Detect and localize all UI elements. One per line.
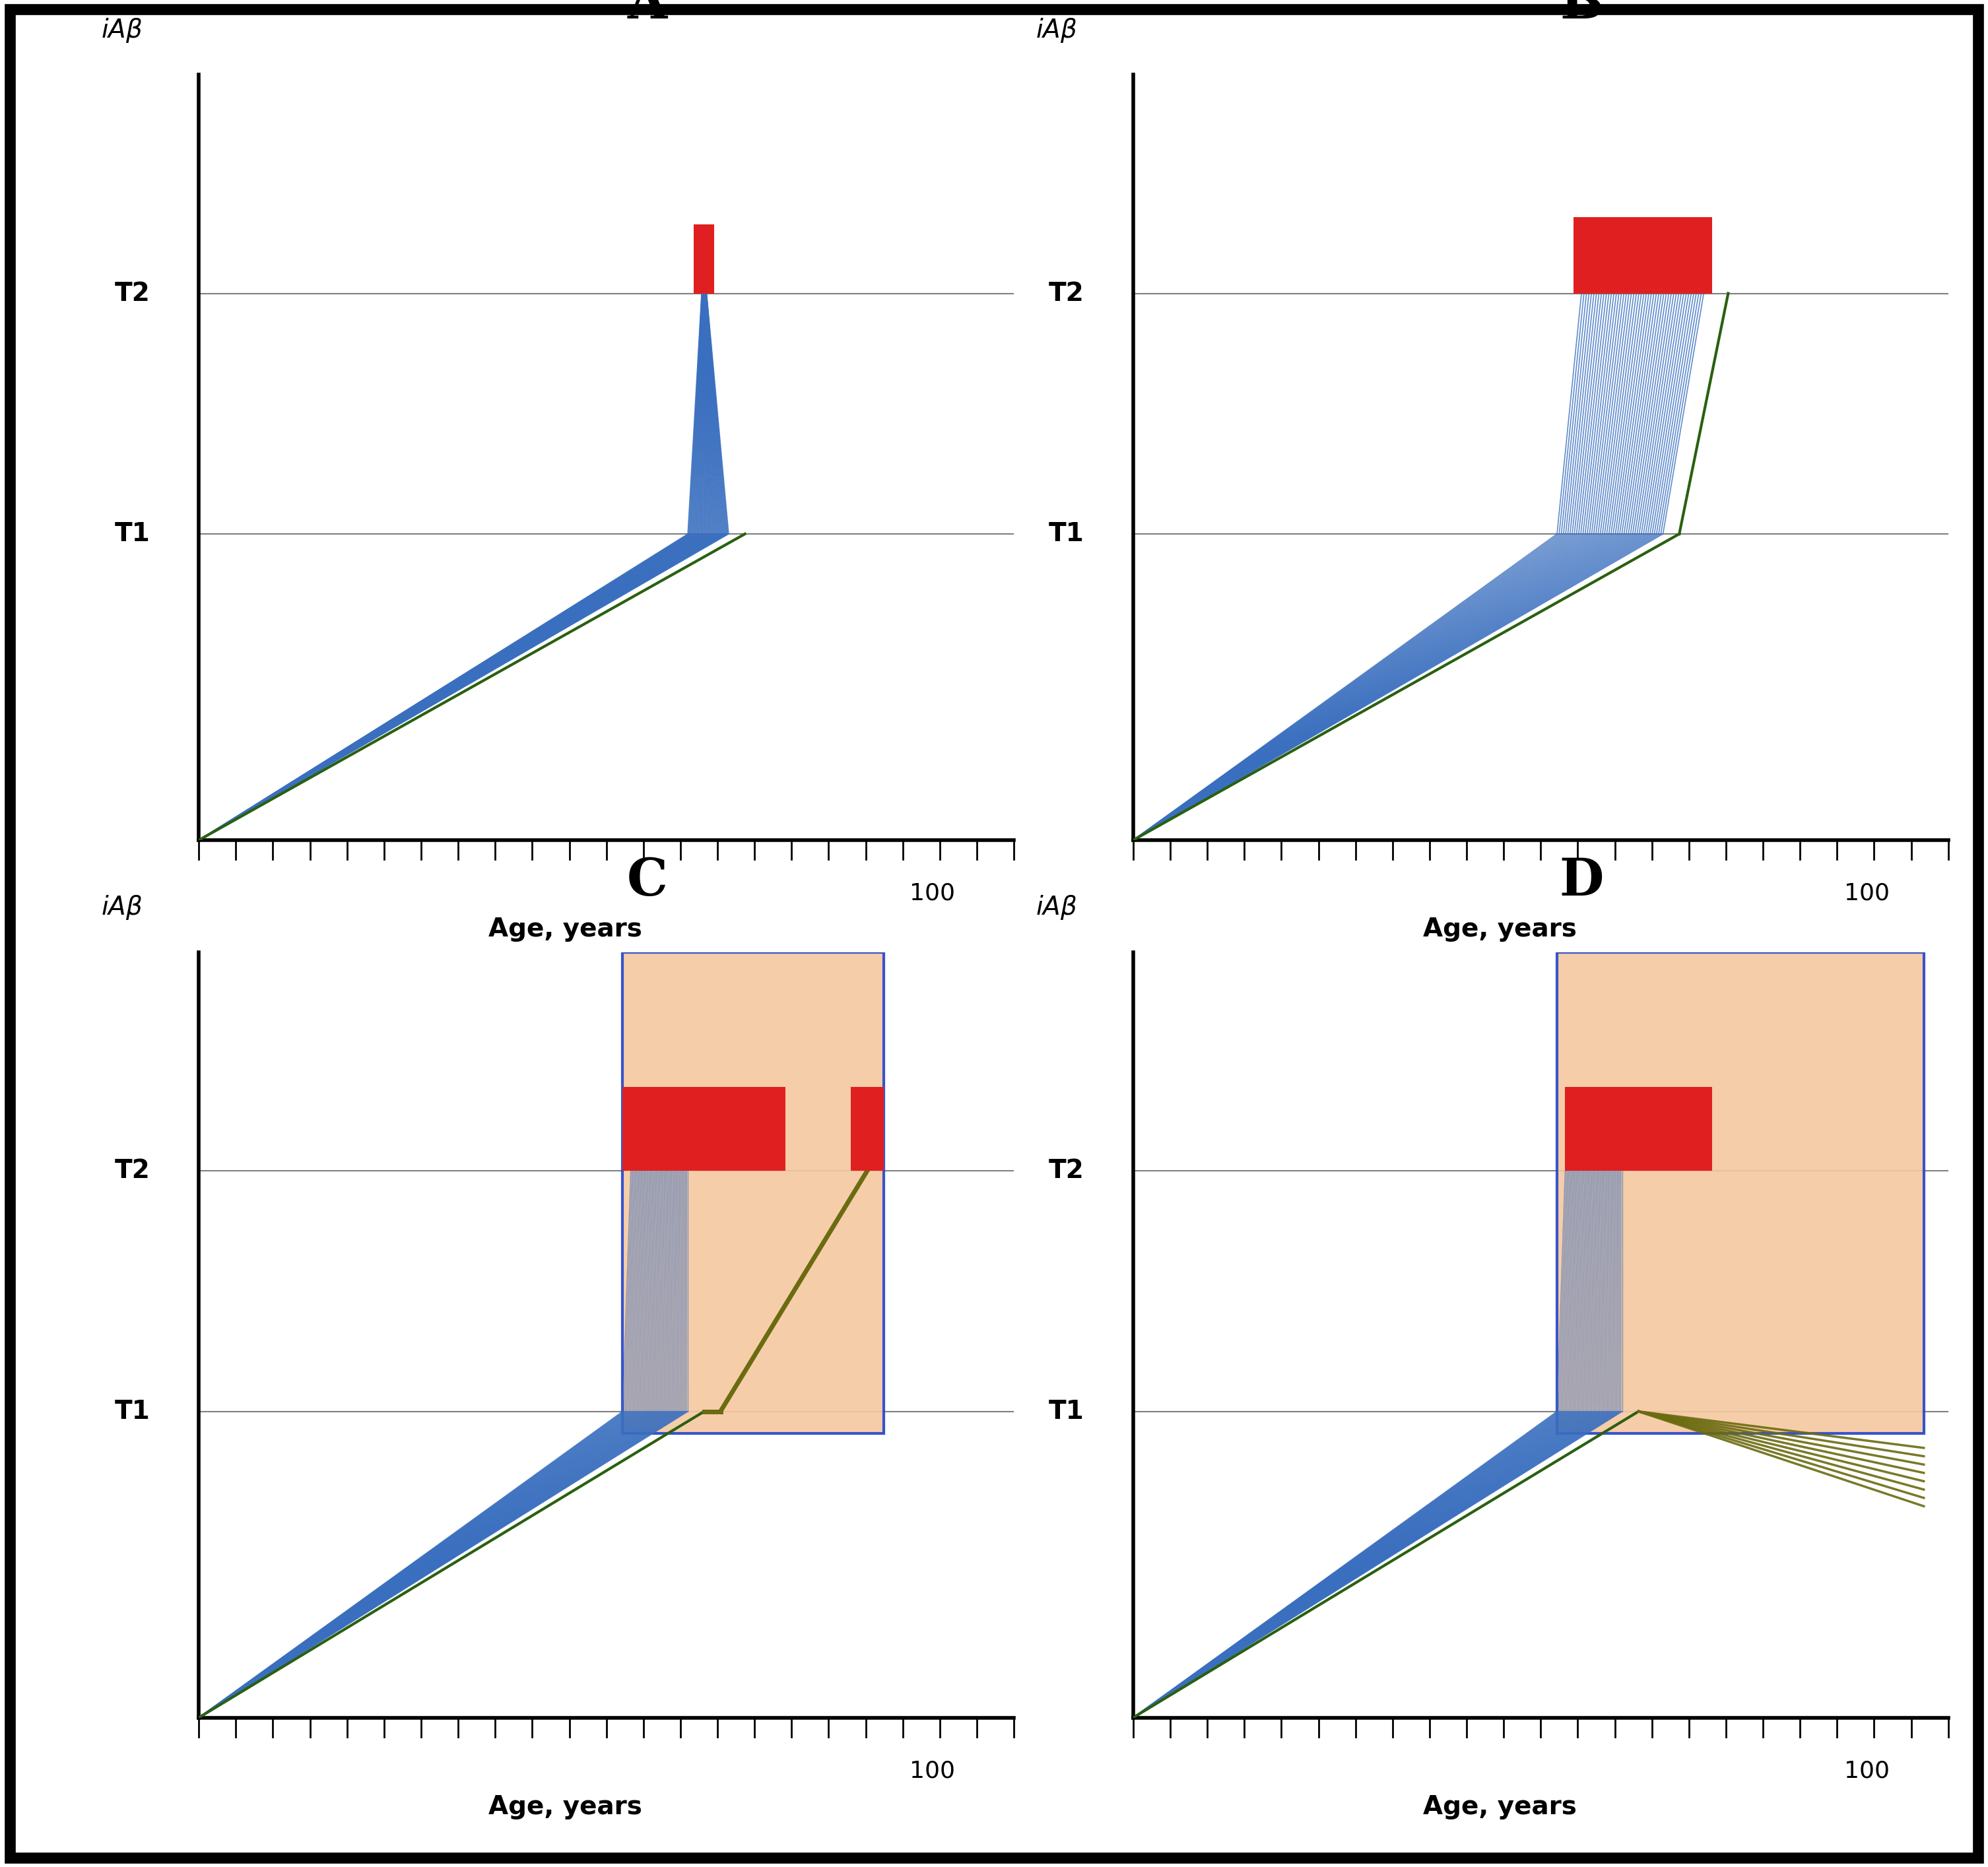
Bar	[622, 952, 883, 1434]
Text: 100: 100	[911, 883, 954, 905]
Text: $i$Aβ: $i$Aβ	[1036, 17, 1077, 45]
Text: T2: T2	[1050, 280, 1083, 306]
Bar	[1557, 952, 1924, 1434]
Text: $i$Aβ: $i$Aβ	[1036, 894, 1077, 922]
Text: T2: T2	[115, 1158, 149, 1184]
Text: T2: T2	[1050, 1158, 1083, 1184]
Text: Age, years: Age, years	[1423, 917, 1576, 941]
Text: T1: T1	[1050, 1398, 1083, 1425]
Text: T1: T1	[1050, 521, 1083, 547]
Bar	[1565, 1087, 1712, 1171]
Text: B: B	[1561, 0, 1602, 28]
Text: 100: 100	[911, 1761, 954, 1783]
Text: Age, years: Age, years	[1423, 1794, 1576, 1818]
Text: 100: 100	[1845, 883, 1889, 905]
Text: T1: T1	[115, 521, 149, 547]
Text: T1: T1	[115, 1398, 149, 1425]
Text: A: A	[626, 0, 668, 28]
Bar	[694, 224, 714, 293]
Text: $i$Aβ: $i$Aβ	[101, 17, 143, 45]
Text: $i$Aβ: $i$Aβ	[101, 894, 143, 922]
Bar	[851, 1087, 883, 1171]
Text: Age, years: Age, years	[489, 1794, 642, 1818]
Text: T2: T2	[115, 280, 149, 306]
Text: Age, years: Age, years	[489, 917, 642, 941]
Bar	[622, 1087, 785, 1171]
Text: C: C	[626, 857, 668, 905]
Text: D: D	[1559, 857, 1604, 905]
Bar	[1573, 217, 1712, 293]
Text: 100: 100	[1845, 1761, 1889, 1783]
